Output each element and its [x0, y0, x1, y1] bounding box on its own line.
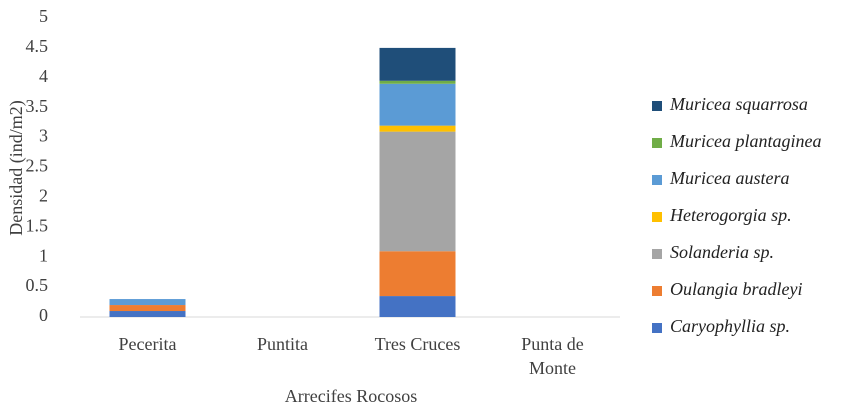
legend-label: Muricea squarrosa [669, 94, 808, 114]
bar-segment [109, 299, 186, 306]
legend-swatch [652, 175, 662, 185]
x-tick-label: Punta de Monte [521, 334, 584, 378]
y-axis-label: Densidad (ind/m2) [6, 100, 27, 235]
y-tick-label: 2 [39, 186, 48, 206]
legend-swatch [652, 101, 662, 111]
bar-segment [109, 311, 186, 317]
legend-swatch [652, 323, 662, 333]
y-tick-label: 1 [39, 245, 48, 265]
legend-label: Oulangia bradleyi [670, 279, 803, 299]
bar-segment [109, 305, 186, 312]
y-tick-label: 4 [39, 66, 48, 86]
legend-label: Caryophyllia sp. [670, 316, 790, 336]
y-tick-label: 0 [39, 305, 48, 325]
bar-segment [379, 251, 456, 297]
y-tick-label: 0.5 [26, 275, 49, 295]
y-tick-label: 2.5 [26, 156, 49, 176]
x-tick-label: Puntita [257, 334, 308, 354]
x-axis-label: Arrecifes Rocosos [285, 386, 417, 406]
x-tick-label: Tres Cruces [375, 334, 461, 354]
y-tick-label: 5 [39, 6, 48, 26]
bar-segment [379, 125, 456, 132]
legend-swatch [652, 286, 662, 296]
bar-segment [379, 131, 456, 252]
bar-segment [379, 47, 456, 81]
y-tick-label: 3 [39, 126, 48, 146]
legend-label: Heterogorgia sp. [669, 205, 792, 225]
bar-segment [379, 296, 456, 317]
y-tick-label: 4.5 [26, 36, 49, 56]
legend-label: Muricea plantaginea [669, 131, 821, 151]
y-tick-label: 1.5 [26, 215, 49, 235]
x-tick-label: Pecerita [119, 334, 177, 354]
y-tick-label: 3.5 [26, 96, 49, 116]
bar-segment [379, 83, 456, 126]
legend-swatch [652, 212, 662, 222]
legend-swatch [652, 249, 662, 259]
legend-swatch [652, 138, 662, 148]
bar-segment [379, 80, 456, 84]
legend-label: Solanderia sp. [670, 242, 774, 262]
legend-label: Muricea austera [669, 168, 789, 188]
